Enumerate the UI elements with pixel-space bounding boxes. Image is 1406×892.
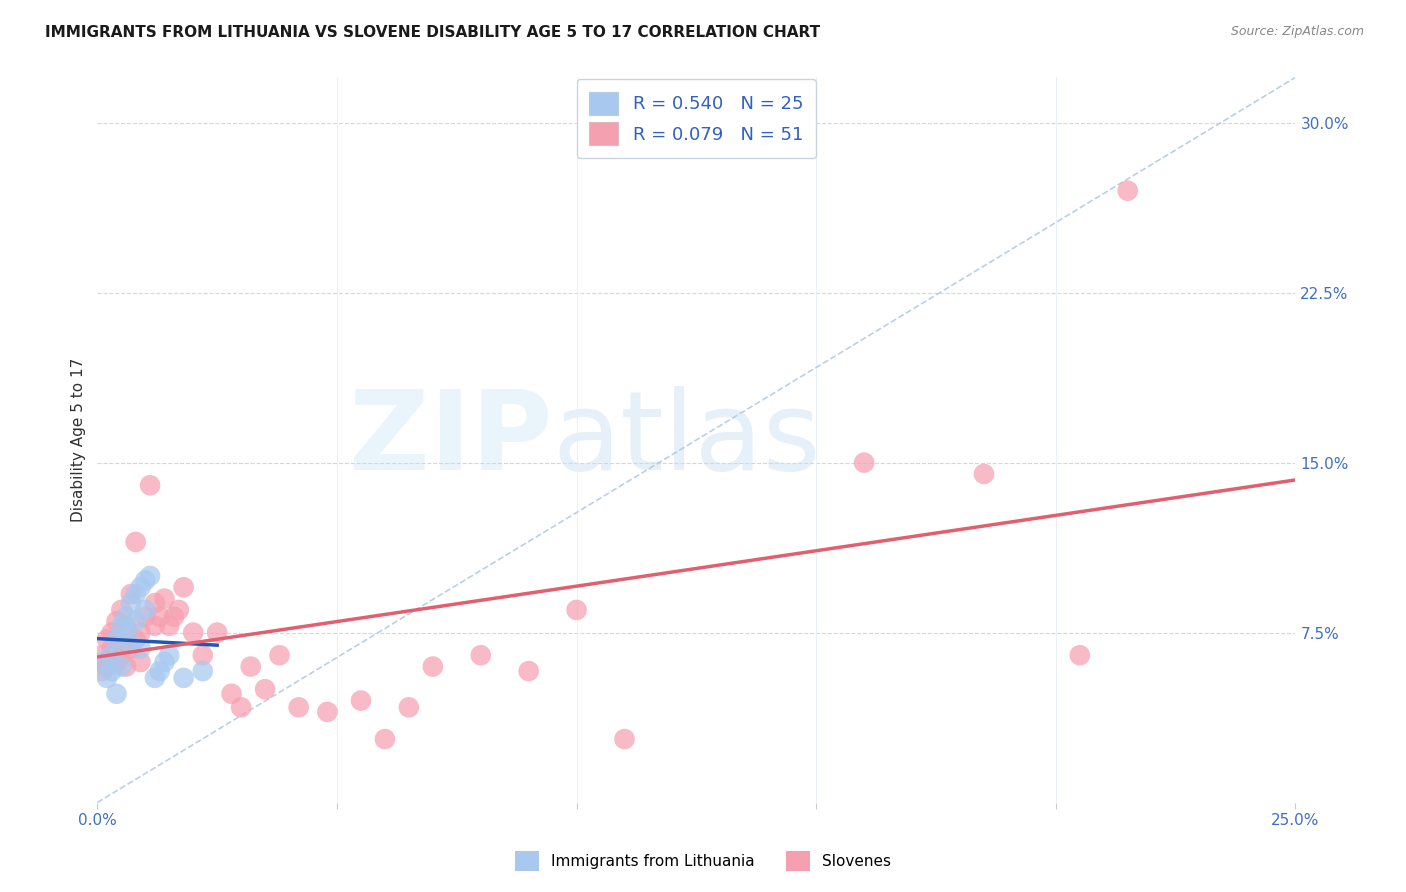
Point <box>100 625 122 640</box>
Point <box>120 637 142 651</box>
Point <box>157 648 180 663</box>
Point <box>120 641 142 656</box>
Point <box>398 700 420 714</box>
Point <box>287 700 309 714</box>
Point <box>254 682 277 697</box>
Point <box>316 705 339 719</box>
Point <box>167 603 190 617</box>
Point <box>157 619 180 633</box>
Point <box>191 664 214 678</box>
Point <box>134 609 156 624</box>
Point <box>163 609 186 624</box>
Point <box>100 641 122 656</box>
Point <box>125 614 148 628</box>
Point <box>115 609 138 624</box>
Point <box>96 671 118 685</box>
Point <box>143 596 166 610</box>
Point <box>129 625 152 640</box>
Point <box>110 603 132 617</box>
Point <box>91 648 114 663</box>
Point <box>153 591 176 606</box>
Point <box>120 587 142 601</box>
Text: IMMIGRANTS FROM LITHUANIA VS SLOVENE DISABILITY AGE 5 TO 17 CORRELATION CHART: IMMIGRANTS FROM LITHUANIA VS SLOVENE DIS… <box>45 25 820 40</box>
Legend: R = 0.540   N = 25, R = 0.079   N = 51: R = 0.540 N = 25, R = 0.079 N = 51 <box>576 79 815 158</box>
Point <box>191 648 214 663</box>
Point <box>143 671 166 685</box>
Point <box>1116 184 1139 198</box>
Point <box>470 648 492 663</box>
Point <box>105 632 128 647</box>
Point <box>565 603 588 617</box>
Point <box>105 655 128 669</box>
Point <box>221 687 243 701</box>
Point <box>105 614 128 628</box>
Point <box>96 632 118 647</box>
Point <box>374 732 396 747</box>
Text: atlas: atlas <box>553 386 821 493</box>
Y-axis label: Disability Age 5 to 17: Disability Age 5 to 17 <box>72 358 86 522</box>
Point <box>115 625 138 640</box>
Point <box>153 655 176 669</box>
Text: Source: ZipAtlas.com: Source: ZipAtlas.com <box>1230 25 1364 38</box>
Point <box>239 659 262 673</box>
Point <box>110 648 132 663</box>
Point <box>422 659 444 673</box>
Point <box>143 619 166 633</box>
Point <box>173 580 195 594</box>
Point <box>139 478 162 492</box>
Point <box>91 664 114 678</box>
Point <box>517 664 540 678</box>
Point <box>110 659 132 673</box>
Point <box>120 596 142 610</box>
Point <box>613 732 636 747</box>
Point <box>1069 648 1091 663</box>
Point <box>229 700 252 714</box>
Point <box>181 625 204 640</box>
Point <box>110 637 132 651</box>
Point <box>129 580 152 594</box>
Point <box>91 655 114 669</box>
Point <box>105 687 128 701</box>
Point <box>149 664 172 678</box>
Point <box>125 587 148 601</box>
Point <box>973 467 995 481</box>
Point <box>269 648 291 663</box>
Point <box>134 574 156 588</box>
Point <box>125 632 148 647</box>
Point <box>129 655 152 669</box>
Point <box>96 659 118 673</box>
Point <box>350 693 373 707</box>
Point <box>853 456 876 470</box>
Point <box>129 641 152 656</box>
Point <box>149 609 172 624</box>
Point <box>205 625 228 640</box>
Point <box>173 671 195 685</box>
Text: ZIP: ZIP <box>349 386 553 493</box>
Point <box>100 648 122 663</box>
Point <box>134 603 156 617</box>
Point <box>115 619 138 633</box>
Point <box>110 619 132 633</box>
Legend: Immigrants from Lithuania, Slovenes: Immigrants from Lithuania, Slovenes <box>509 846 897 877</box>
Point <box>100 664 122 678</box>
Point <box>125 535 148 549</box>
Point <box>115 659 138 673</box>
Point <box>139 569 162 583</box>
